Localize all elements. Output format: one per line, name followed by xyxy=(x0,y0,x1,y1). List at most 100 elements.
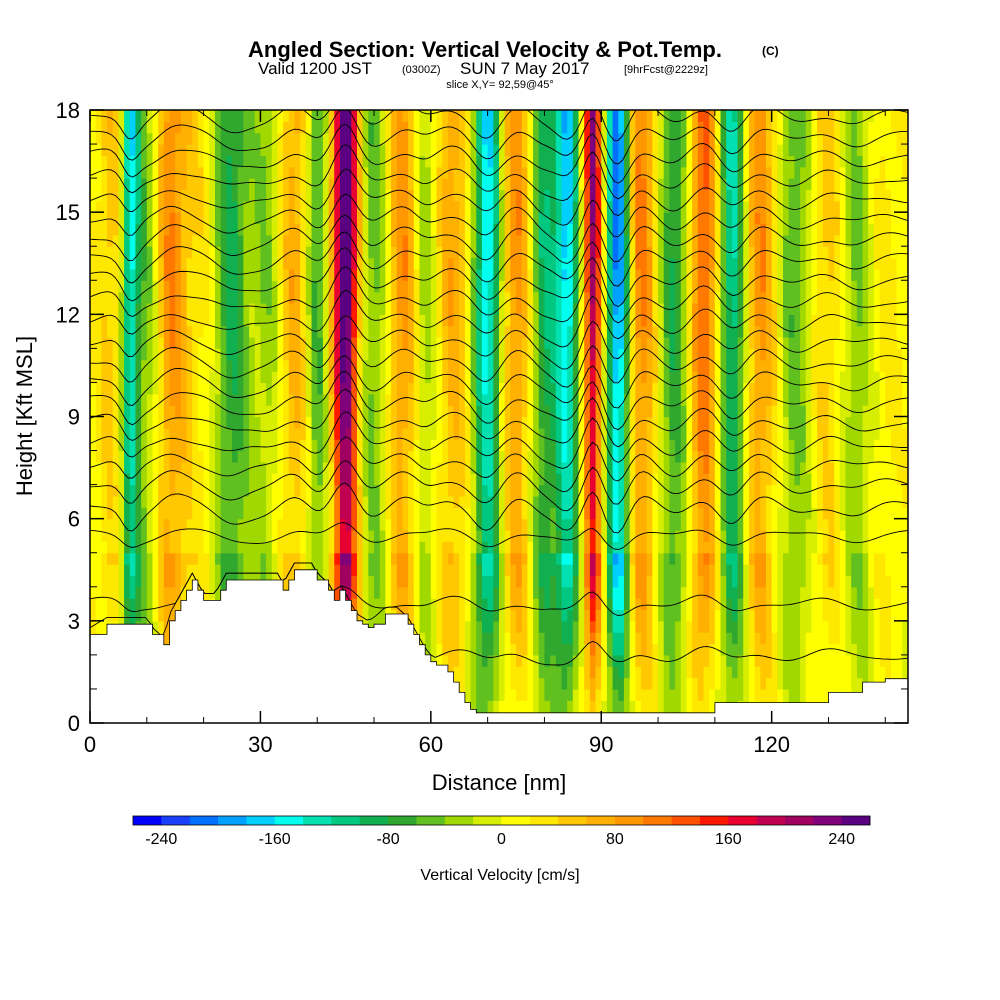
heatmap-cell xyxy=(493,598,500,611)
heatmap-cell xyxy=(476,200,483,213)
heatmap-cell xyxy=(169,609,176,622)
heatmap-cell xyxy=(141,144,148,157)
heatmap-cell xyxy=(510,427,517,440)
heatmap-cell xyxy=(277,439,284,452)
heatmap-cell xyxy=(555,325,563,338)
heatmap-cell xyxy=(294,405,301,418)
heatmap-cell xyxy=(209,586,216,599)
heatmap-cell xyxy=(402,189,409,202)
heatmap-cell xyxy=(521,439,528,452)
heatmap-cell xyxy=(334,416,341,429)
heatmap-cell xyxy=(572,359,580,372)
heatmap-cell xyxy=(464,382,472,395)
heatmap-cell xyxy=(550,382,557,395)
heatmap-cell xyxy=(521,291,528,304)
heatmap-cell xyxy=(499,110,506,122)
heatmap-cell xyxy=(408,382,415,395)
heatmap-cell xyxy=(135,427,142,440)
heatmap-cell xyxy=(107,371,114,384)
heatmap-cell xyxy=(430,484,438,497)
heatmap-cell xyxy=(305,257,313,270)
heatmap-cell xyxy=(339,302,347,315)
heatmap-cell xyxy=(317,246,324,259)
heatmap-cell xyxy=(368,212,375,225)
heatmap-cell xyxy=(510,223,517,236)
heatmap-cell xyxy=(595,450,602,463)
heatmap-cell xyxy=(141,359,148,372)
heatmap-cell xyxy=(385,427,392,440)
heatmap-cell xyxy=(521,495,528,508)
heatmap-cell xyxy=(158,541,165,554)
heatmap-cell xyxy=(175,382,182,395)
heatmap-cell xyxy=(550,121,557,134)
heatmap-cell xyxy=(544,552,551,565)
heatmap-cell xyxy=(572,598,580,611)
heatmap-cell xyxy=(197,121,205,134)
heatmap-cell xyxy=(305,189,313,202)
heatmap-cell xyxy=(158,178,165,191)
heatmap-cell xyxy=(385,337,392,349)
heatmap-cell xyxy=(510,666,517,679)
heatmap-cell xyxy=(567,473,574,486)
heatmap-cell xyxy=(356,473,364,486)
heatmap-cell xyxy=(339,461,347,474)
heatmap-cell xyxy=(237,507,244,520)
heatmap-cell xyxy=(589,530,597,542)
heatmap-cell xyxy=(175,598,182,611)
heatmap-cell xyxy=(135,314,142,327)
heatmap-cell xyxy=(436,280,443,293)
heatmap-cell xyxy=(101,132,108,145)
heatmap-cell xyxy=(504,484,511,497)
heatmap-cell xyxy=(544,359,551,372)
heatmap-cell xyxy=(169,166,176,179)
heatmap-cell xyxy=(391,189,398,202)
heatmap-cell xyxy=(186,484,193,497)
heatmap-cell xyxy=(476,586,483,599)
heatmap-cell xyxy=(254,382,262,395)
heatmap-cell xyxy=(504,688,511,701)
heatmap-cell xyxy=(254,530,262,542)
heatmap-cell xyxy=(101,586,108,599)
heatmap-cell xyxy=(385,564,392,577)
heatmap-cell xyxy=(527,302,534,315)
heatmap-cell xyxy=(209,166,216,179)
heatmap-cell xyxy=(180,200,188,213)
heatmap-cell xyxy=(595,700,602,713)
heatmap-cell xyxy=(408,405,415,418)
heatmap-cell xyxy=(527,495,534,508)
heatmap-cell xyxy=(413,405,421,418)
heatmap-cell xyxy=(288,393,296,406)
heatmap-cell xyxy=(521,132,528,145)
heatmap-cell xyxy=(595,280,602,293)
heatmap-cell xyxy=(124,575,131,588)
heatmap-cell xyxy=(169,416,176,429)
heatmap-cell xyxy=(499,314,506,327)
heatmap-cell xyxy=(601,507,608,520)
heatmap-cell xyxy=(510,575,517,588)
heatmap-cell xyxy=(476,359,483,372)
heatmap-cell xyxy=(169,450,176,463)
heatmap-cell xyxy=(606,461,614,474)
heatmap-cell xyxy=(294,518,301,531)
heatmap-cell xyxy=(464,518,472,531)
heatmap-cell xyxy=(328,166,335,179)
heatmap-cell xyxy=(436,382,443,395)
heatmap-cell xyxy=(283,461,290,474)
heatmap-cell xyxy=(550,507,557,520)
heatmap-cell xyxy=(317,348,324,361)
heatmap-cell xyxy=(601,575,608,588)
heatmap-cell xyxy=(442,314,449,327)
heatmap-cell xyxy=(163,246,171,259)
heatmap-cell xyxy=(476,450,483,463)
heatmap-cell xyxy=(567,405,574,418)
heatmap-cell xyxy=(158,121,165,134)
heatmap-cell xyxy=(521,405,528,418)
heatmap-cell xyxy=(294,382,301,395)
heatmap-cell xyxy=(90,427,97,440)
heatmap-cell xyxy=(595,144,602,157)
heatmap-cell xyxy=(453,609,460,622)
heatmap-cell xyxy=(266,155,273,168)
heatmap-cell xyxy=(186,359,193,372)
heatmap-cell xyxy=(464,337,472,349)
heatmap-cell xyxy=(351,405,358,418)
